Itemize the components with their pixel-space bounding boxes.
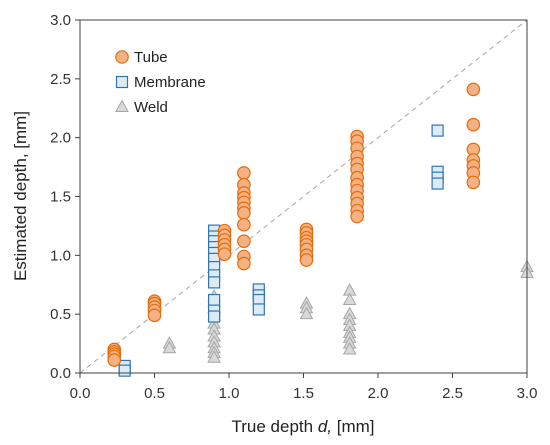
legend: Tube Membrane Weld: [115, 49, 206, 116]
membrane-point: [431, 124, 444, 137]
x-axis-title-suffix: [mm]: [332, 417, 375, 436]
membrane-point: [118, 364, 131, 377]
tube-point: [147, 308, 162, 323]
legend-circle-icon: [115, 50, 129, 64]
weld-point: [342, 292, 357, 306]
membrane-point: [208, 310, 221, 323]
tube-point: [299, 253, 314, 267]
x-axis-title-prefix: True depth: [232, 417, 318, 436]
tube-point: [237, 206, 251, 220]
x-tick-label: 2.5: [442, 385, 463, 402]
tube-point: [237, 234, 251, 249]
tube-point: [237, 217, 251, 232]
tube-point: [350, 209, 364, 224]
membrane-point: [431, 177, 444, 190]
y-tick-label: 3.0: [50, 12, 71, 29]
x-tick-label: 1.0: [219, 385, 240, 402]
y-tick-label: 2.5: [50, 71, 71, 88]
y-axis-title: Estimated depth, [mm]: [11, 111, 30, 281]
membrane-point: [208, 276, 221, 289]
weld-point: [162, 340, 177, 354]
y-tick-label: 0.0: [50, 365, 71, 382]
tube-point: [466, 82, 481, 97]
legend-item-membrane: Membrane: [115, 74, 206, 91]
legend-square-icon: [115, 75, 129, 89]
y-tick-label: 0.5: [50, 306, 71, 323]
tube-point: [466, 117, 481, 132]
x-axis-title-variable: d,: [318, 417, 332, 436]
x-axis-title: True depth d, [mm]: [232, 417, 375, 436]
data-series-layer: [107, 82, 534, 377]
x-tick-label: 0.5: [144, 385, 165, 402]
legend-label: Weld: [134, 99, 168, 116]
weld-point: [342, 341, 357, 355]
tube-point: [466, 175, 481, 190]
y-tick-label: 1.0: [50, 247, 71, 264]
x-tick-label: 2.0: [368, 385, 389, 402]
tube-point: [217, 247, 232, 261]
legend-item-weld: Weld: [115, 99, 168, 116]
y-tick-label: 1.5: [50, 189, 71, 206]
y-axis-ticks: 0.0 0.5 1.0 1.5 2.0 2.5 3.0: [50, 12, 80, 382]
membrane-point: [208, 293, 221, 307]
legend-triangle-icon: [115, 99, 129, 112]
x-tick-label: 3.0: [517, 385, 538, 402]
tube-point: [107, 353, 122, 367]
legend-item-tube: Tube: [115, 49, 168, 66]
weld-point: [207, 350, 221, 363]
y-tick-label: 2.0: [50, 130, 71, 147]
tube-point: [237, 256, 251, 271]
membrane-point: [252, 303, 265, 316]
x-axis-ticks: 0.0 0.5 1.0 1.5 2.0 2.5 3.0: [70, 373, 538, 402]
x-tick-label: 1.5: [293, 385, 314, 402]
legend-label: Tube: [134, 49, 168, 66]
x-tick-label: 0.0: [70, 385, 91, 402]
legend-label: Membrane: [134, 74, 206, 91]
weld-point: [299, 306, 314, 320]
tube-point: [237, 166, 251, 180]
series-tube: [107, 82, 481, 367]
